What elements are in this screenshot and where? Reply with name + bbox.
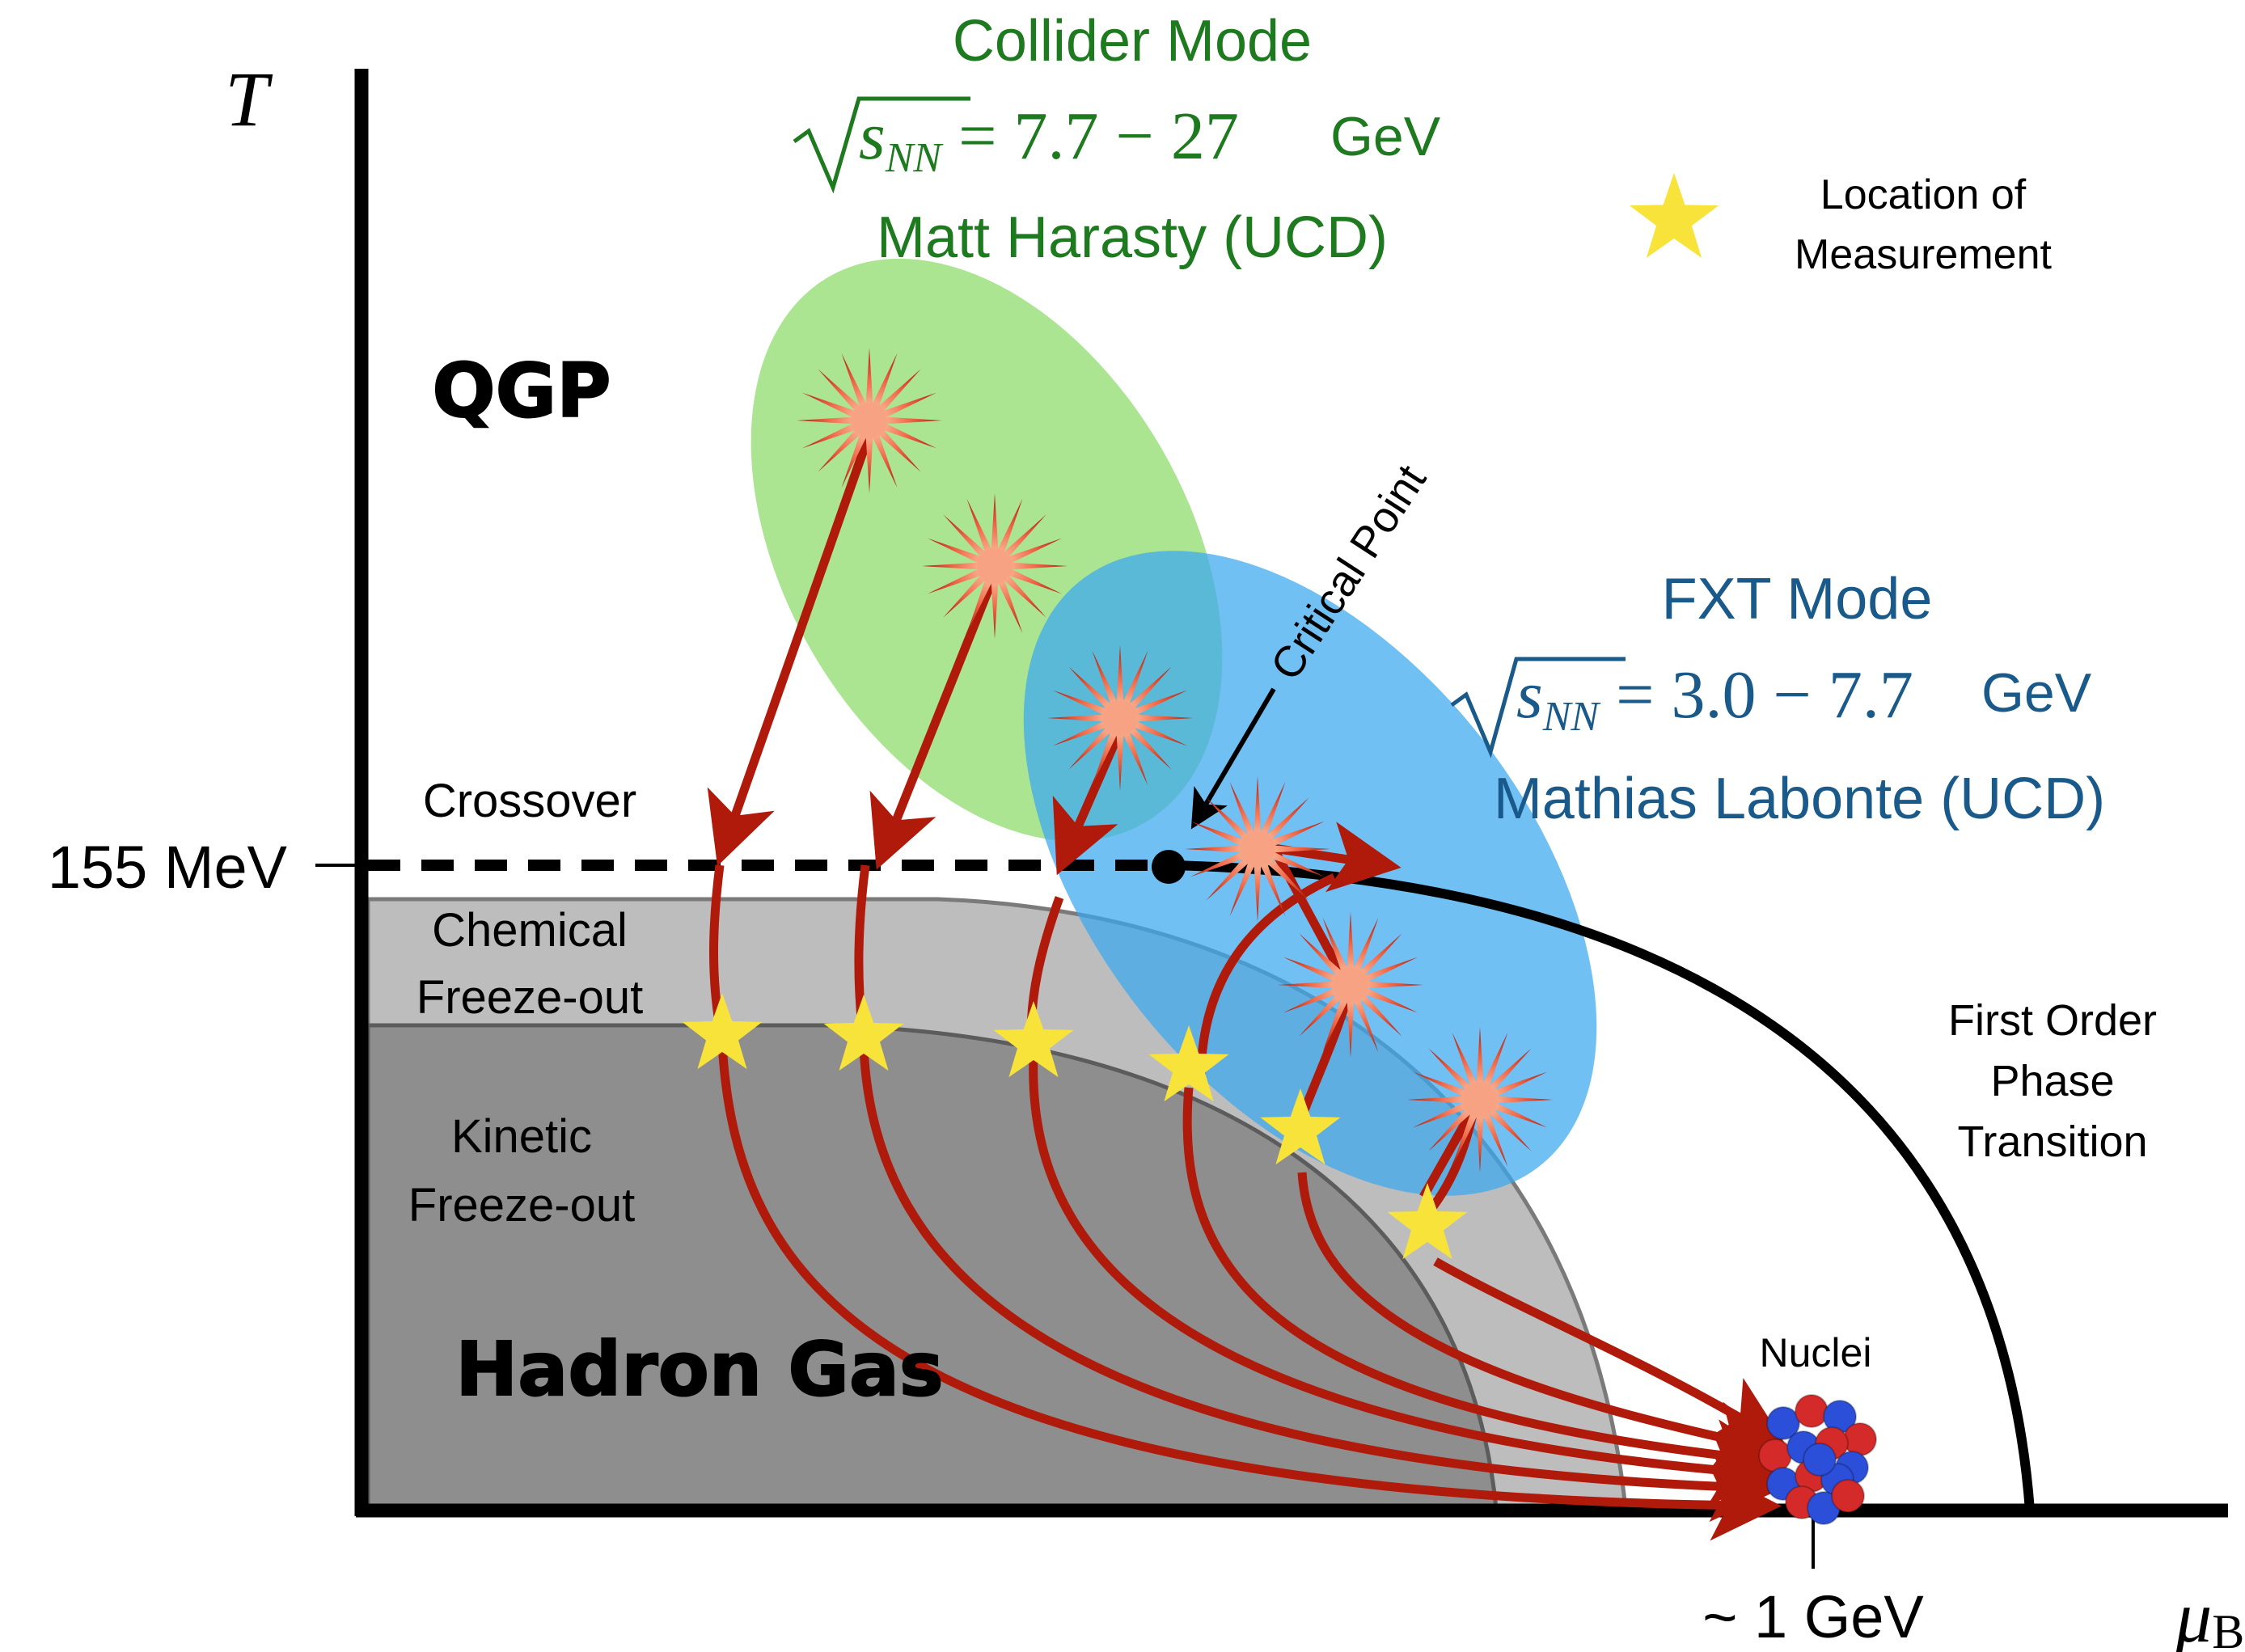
collider-sqrt-sign [793, 96, 970, 194]
chemical-label-1: Chemical [432, 904, 628, 957]
legend-text-1: Location of [1820, 171, 2027, 218]
fxt-sqrt-formula: sNN = 3.0 − 7.7 GeV [1450, 657, 2092, 758]
burst-core [852, 403, 887, 438]
nucleon [1831, 1479, 1865, 1513]
fxt-sqrt-sign [1450, 657, 1626, 758]
fxt-person: Mathias Labonte (UCD) [1494, 767, 2105, 831]
nucleon [1795, 1394, 1829, 1428]
svg-text:sNN = 3.0 − 7.7: sNN = 3.0 − 7.7 [1516, 657, 1913, 740]
burst-core [1240, 831, 1275, 867]
fxt-mode-title: FXT Mode [1662, 567, 1933, 632]
chemical-label-2: Freeze-out [416, 971, 643, 1024]
hadron-gas-label: Hadron Gas [455, 1326, 943, 1413]
nucleon [1758, 1439, 1792, 1472]
collider-sqrt-formula: sNN = 7.7 − 27 GeV [793, 96, 1441, 194]
critical-point-dot [1152, 850, 1186, 884]
critical-point-arrow [1190, 687, 1276, 830]
legend-star-shape [1629, 173, 1719, 258]
measurement-star-icon [1148, 1025, 1229, 1102]
measurement-star-icon [993, 1001, 1074, 1078]
measurement-stars [682, 993, 1468, 1260]
burst-core [1462, 1082, 1498, 1118]
kinetic-label-2: Freeze-out [408, 1179, 635, 1232]
legend-star-icon [1629, 173, 1719, 258]
x-tick-label: ~ 1 GeV [1702, 1583, 1924, 1650]
nucleon [1843, 1422, 1877, 1456]
y-tick-label: 155 MeV [48, 834, 288, 901]
kinetic-label-1: Kinetic [451, 1110, 592, 1163]
qgp-label: QGP [432, 348, 611, 434]
collider-mode-title: Collider Mode [953, 9, 1312, 74]
first-order-label-3: Transition [1957, 1118, 2147, 1166]
measurement-star-icon [1260, 1088, 1341, 1165]
measurement-star-icon [1387, 1183, 1468, 1260]
first-order-label-2: Phase [1990, 1057, 2114, 1105]
nucleon [1803, 1443, 1837, 1477]
crossover-label: Crossover [423, 775, 636, 827]
svg-text:GeV: GeV [1981, 662, 2092, 724]
svg-text:sNN = 7.7 − 27: sNN = 7.7 − 27 [859, 99, 1239, 181]
svg-text:GeV: GeV [1330, 106, 1441, 167]
measurement-star-icon [823, 995, 904, 1071]
y-axis-label: T [225, 56, 273, 142]
nuclei-label: Nuclei [1760, 1330, 1872, 1375]
nuclei-icon [1758, 1394, 1877, 1525]
collider-person: Matt Harasty (UCD) [877, 205, 1388, 270]
measurement-star-icon [682, 993, 763, 1070]
burst-core [1333, 967, 1368, 1003]
nucleon [1766, 1406, 1800, 1440]
first-order-label-1: First Order [1948, 996, 2157, 1045]
x-axis-label: μB [2175, 1578, 2244, 1652]
legend-text-2: Measurement [1795, 231, 2052, 278]
burst-core [1102, 700, 1138, 736]
collision-bursts [797, 348, 1553, 1172]
burst-core [977, 548, 1013, 584]
